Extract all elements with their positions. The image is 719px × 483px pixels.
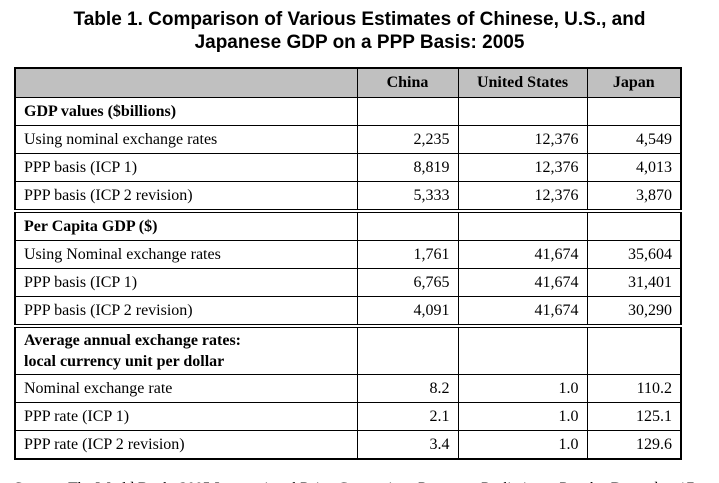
cell-china: 4,091 [356, 296, 459, 327]
table-row: PPP rate (ICP 1) 2.1 1.0 125.1 [14, 402, 682, 431]
empty-cell [457, 209, 588, 241]
row-label: PPP basis (ICP 1) [14, 153, 358, 182]
row-label: PPP basis (ICP 2 revision) [14, 296, 358, 327]
source-note: Source: The World Bank, 2005 Internation… [14, 479, 706, 483]
source-text: The World Bank, [65, 480, 179, 483]
source-date: , December 17, 2007. [14, 480, 698, 483]
row-label: PPP basis (ICP 2 revision) [14, 181, 358, 212]
row-label: PPP rate (ICP 1) [14, 402, 358, 431]
cell-united-states: 12,376 [457, 125, 588, 154]
cell-japan: 3,870 [586, 181, 682, 212]
cell-japan: 31,401 [586, 268, 682, 297]
table-row: PPP basis (ICP 2 revision) 5,333 12,376 … [14, 181, 682, 212]
table-row: PPP basis (ICP 2 revision) 4,091 41,674 … [14, 296, 682, 327]
cell-china: 8.2 [356, 374, 459, 403]
cell-japan: 35,604 [586, 240, 682, 269]
cell-united-states: 1.0 [457, 402, 588, 431]
table-row: Using Nominal exchange rates 1,761 41,67… [14, 240, 682, 269]
section-header-label: Per Capita GDP ($) [14, 209, 358, 241]
table-title-line1: Table 1. Comparison of Various Estimates… [73, 9, 646, 30]
column-header-japan: Japan [586, 67, 682, 98]
cell-united-states: 41,674 [457, 268, 588, 297]
empty-cell [586, 209, 682, 241]
section-header-label: GDP values ($billions) [14, 97, 358, 126]
cell-united-states: 41,674 [457, 240, 588, 269]
cell-united-states: 1.0 [457, 430, 588, 460]
cell-japan: 129.6 [586, 430, 682, 460]
table-row: Nominal exchange rate 8.2 1.0 110.2 [14, 374, 682, 403]
column-header-empty [14, 67, 358, 98]
cell-china: 1,761 [356, 240, 459, 269]
cell-united-states: 1.0 [457, 374, 588, 403]
empty-cell [457, 97, 588, 126]
source-citation-title: 2005 International Price Comparison Prog… [179, 480, 604, 483]
column-header-china: China [356, 67, 459, 98]
cell-china: 3.4 [356, 430, 459, 460]
section-header-row-exchange-rates: Average annual exchange rates: local cur… [14, 324, 682, 375]
cell-united-states: 41,674 [457, 296, 588, 327]
section-header-label: Average annual exchange rates: local cur… [14, 324, 358, 375]
source-label: Source: [14, 480, 65, 483]
cell-united-states: 12,376 [457, 153, 588, 182]
empty-cell [356, 209, 459, 241]
row-label: Using Nominal exchange rates [14, 240, 358, 269]
cell-japan: 125.1 [586, 402, 682, 431]
cell-united-states: 12,376 [457, 181, 588, 212]
cell-china: 8,819 [356, 153, 459, 182]
gdp-comparison-table: China United States Japan GDP values ($b… [14, 67, 682, 460]
cell-china: 2,235 [356, 125, 459, 154]
section-header-row-per-capita-gdp: Per Capita GDP ($) [14, 209, 682, 241]
table-row: PPP basis (ICP 1) 6,765 41,674 31,401 [14, 268, 682, 297]
empty-cell [586, 324, 682, 375]
row-label: PPP basis (ICP 1) [14, 268, 358, 297]
table-title: Table 1. Comparison of Various Estimates… [0, 8, 719, 54]
table-row: PPP rate (ICP 2 revision) 3.4 1.0 129.6 [14, 430, 682, 460]
table-row: Using nominal exchange rates 2,235 12,37… [14, 125, 682, 154]
cell-japan: 4,013 [586, 153, 682, 182]
cell-china: 6,765 [356, 268, 459, 297]
empty-cell [586, 97, 682, 126]
table-title-line2: Japanese GDP on a PPP Basis: 2005 [194, 32, 525, 53]
row-label: PPP rate (ICP 2 revision) [14, 430, 358, 460]
empty-cell [356, 324, 459, 375]
section-header-row-gdp-values: GDP values ($billions) [14, 97, 682, 126]
column-header-row: China United States Japan [14, 67, 682, 98]
cell-china: 5,333 [356, 181, 459, 212]
empty-cell [356, 97, 459, 126]
cell-japan: 110.2 [586, 374, 682, 403]
column-header-united-states: United States [457, 67, 588, 98]
cell-japan: 30,290 [586, 296, 682, 327]
cell-china: 2.1 [356, 402, 459, 431]
row-label: Using nominal exchange rates [14, 125, 358, 154]
cell-japan: 4,549 [586, 125, 682, 154]
row-label: Nominal exchange rate [14, 374, 358, 403]
table-row: PPP basis (ICP 1) 8,819 12,376 4,013 [14, 153, 682, 182]
empty-cell [457, 324, 588, 375]
